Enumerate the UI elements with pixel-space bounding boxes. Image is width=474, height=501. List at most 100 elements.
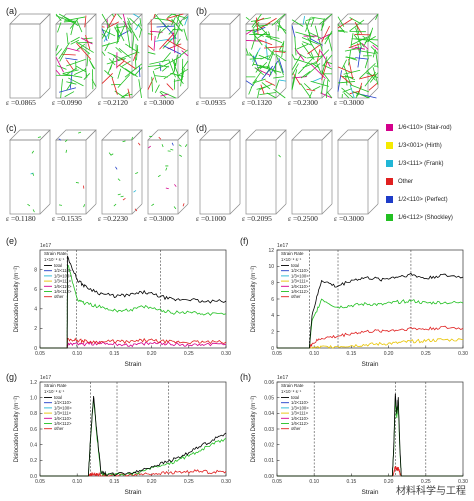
dislocation-segment: [343, 92, 350, 99]
legend-entry: 1/3<100>: [54, 273, 72, 278]
y-tick-label: 8: [271, 280, 274, 286]
dislocation-segment: [245, 29, 254, 35]
dislocation-segment: [165, 167, 168, 171]
legend-entry: 1/2<110>: [291, 400, 309, 405]
dislocation-segment: [181, 50, 189, 57]
dislocation-segment: [273, 88, 286, 99]
dislocation-segment: [248, 52, 256, 61]
dislocation-segment: [255, 17, 259, 35]
dislocation-segment: [163, 56, 182, 67]
legend-entry: 1/3<100>: [291, 273, 309, 278]
plot-frame: [276, 381, 464, 477]
dislocation-segment: [276, 21, 287, 34]
dislocation-segment: [273, 50, 286, 53]
dislocation-segment: [85, 34, 91, 50]
dislocation-segment: [182, 203, 185, 207]
dislocation-segment: [112, 54, 120, 62]
x-tick-label: 0.15: [347, 479, 357, 485]
dislocation-segment: [115, 166, 118, 170]
dislocation-segment: [318, 13, 333, 25]
dislocation-segment: [27, 203, 31, 207]
dislocation-segment: [364, 36, 376, 43]
y-tick-label: 0.00: [264, 474, 274, 480]
dislocation-segment: [147, 51, 156, 55]
x-tick-label: 0.20: [147, 351, 157, 357]
legend-entry: 1/3<100>: [291, 405, 309, 410]
dislocation-segment: [265, 80, 276, 86]
y-axis-label: Dislocation Density (m⁻²): [14, 266, 20, 333]
dislocation-segment: [80, 37, 93, 45]
x-tick-label: 0.15: [110, 351, 120, 357]
dislocation-segment: [64, 139, 68, 143]
dislocation-segment: [320, 78, 325, 94]
dislocation-segment: [259, 61, 268, 70]
dislocation-segment: [83, 73, 91, 80]
simulation-box: [199, 13, 241, 99]
dislocation-segment: [375, 49, 379, 68]
x-tick-label: 0.20: [147, 479, 157, 485]
dislocation-segment: [345, 56, 356, 59]
dislocation-segment: [55, 44, 59, 52]
dislocation-segment: [147, 64, 161, 67]
legend-hirth: 1/3<001> (Hirth): [386, 142, 442, 149]
legend-perfect: 1/2<110> (Perfect): [386, 196, 448, 203]
dislocation-segment: [154, 75, 168, 78]
dislocation-segment: [139, 28, 142, 38]
y-axis-label: Dislocation Density (m⁻²): [251, 266, 257, 333]
dislocation-segment: [175, 13, 180, 26]
dislocation-segment: [171, 58, 180, 77]
dislocation-segment: [257, 88, 260, 99]
dislocation-segment: [250, 79, 258, 89]
dislocation-segment: [306, 88, 316, 92]
dislocation-segment: [310, 80, 329, 87]
y-tick-label: 0.06: [264, 380, 274, 386]
dislocation-segment: [55, 48, 63, 56]
dislocation-segment: [325, 80, 329, 99]
dislocation-segment: [147, 45, 154, 50]
dislocation-segment: [133, 190, 137, 193]
y-tick-label: 0.02: [264, 442, 274, 448]
dislocation-segment: [303, 83, 311, 90]
dislocation-segment: [264, 45, 276, 56]
dislocation-segment: [256, 17, 265, 22]
legend-shockley-label: 1/6<112> (Shockley): [398, 214, 453, 221]
dislocation-segment: [76, 43, 86, 51]
dislocation-segment: [361, 43, 369, 50]
dislocation-segment: [107, 52, 125, 61]
dislocation-segment: [178, 68, 189, 76]
simulation-box: [291, 13, 333, 99]
legend-entry: other: [291, 426, 301, 431]
dislocation-segment: [76, 42, 92, 60]
dislocation-segment: [107, 65, 112, 75]
x-tick-label: 0.15: [110, 479, 120, 485]
axis-multiplier: 1e17: [277, 375, 288, 381]
dislocation-segment: [314, 25, 319, 37]
dislocation-segment: [117, 68, 122, 79]
y-tick-label: 1.0: [30, 395, 37, 401]
dislocation-segment: [327, 35, 333, 52]
dislocation-segment: [179, 49, 188, 57]
x-tick-label: 0.05: [35, 479, 45, 485]
dislocation-segment: [352, 91, 370, 99]
dislocation-segment: [119, 65, 135, 76]
dislocation-segment: [261, 65, 274, 80]
dislocation-segment: [58, 138, 62, 141]
dislocation-segment: [170, 72, 184, 77]
chart-g: 1e17 0.0 0.2 0.4 0.6 0.8 1.0 1.2 0.05 0.10 0.15 0.2…: [14, 375, 231, 496]
dislocation-segment: [300, 83, 312, 99]
dislocation-segment: [113, 203, 117, 207]
y-tick-label: 0.04: [264, 411, 274, 417]
dislocation-segment: [307, 55, 323, 59]
dislocation-segment: [255, 64, 262, 73]
dislocation-segment: [129, 17, 138, 27]
legend-perfect-label: 1/2<110> (Perfect): [398, 196, 448, 203]
x-tick-label: 0.25: [184, 351, 194, 357]
dislocation-segment: [305, 17, 315, 21]
x-tick-label: 0.30: [458, 351, 468, 357]
series-line-16112: [40, 264, 227, 349]
dislocation-segment: [120, 195, 124, 198]
legend-entry: other: [54, 294, 64, 299]
x-tick-label: 0.30: [458, 479, 468, 485]
simulation-box: [337, 129, 379, 215]
dislocation-segment: [260, 55, 270, 60]
